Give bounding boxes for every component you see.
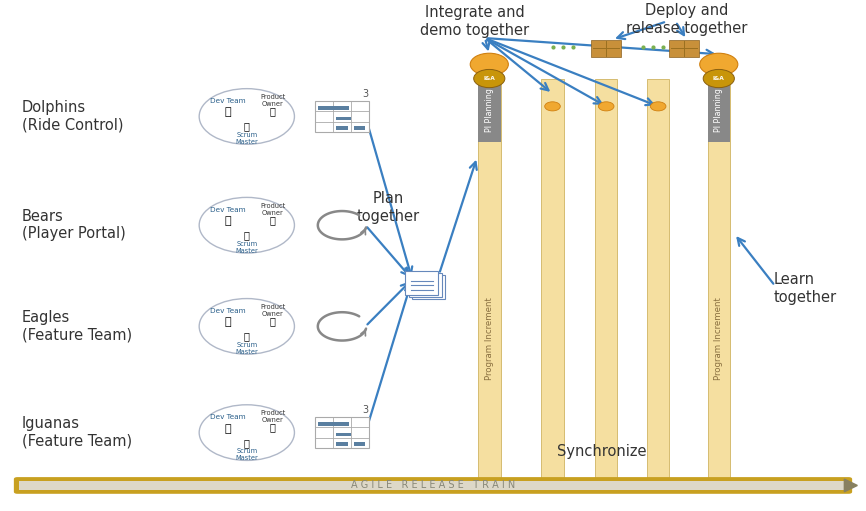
Text: Bears
(Player Portal): Bears (Player Portal)	[22, 209, 126, 241]
Circle shape	[545, 102, 560, 111]
Text: Deploy and
release together: Deploy and release together	[626, 3, 747, 36]
Text: Product
Owner: Product Owner	[260, 94, 286, 107]
Text: Scrum
Master: Scrum Master	[236, 448, 258, 461]
FancyBboxPatch shape	[353, 126, 365, 130]
Circle shape	[598, 102, 614, 111]
FancyBboxPatch shape	[336, 106, 349, 110]
Text: Dev Team: Dev Team	[210, 308, 246, 314]
FancyBboxPatch shape	[708, 79, 730, 478]
FancyBboxPatch shape	[409, 273, 442, 297]
FancyBboxPatch shape	[336, 117, 352, 120]
FancyBboxPatch shape	[336, 442, 348, 446]
Text: I&A: I&A	[483, 76, 495, 81]
FancyBboxPatch shape	[708, 79, 730, 142]
FancyBboxPatch shape	[669, 39, 699, 57]
Text: Dev Team: Dev Team	[210, 414, 246, 421]
Text: Product
Owner: Product Owner	[260, 304, 286, 317]
FancyBboxPatch shape	[336, 422, 349, 426]
Text: 👤: 👤	[270, 423, 275, 432]
Text: Iguanas
(Feature Team): Iguanas (Feature Team)	[22, 416, 132, 449]
Text: I&A: I&A	[713, 76, 725, 81]
Text: Plan
together: Plan together	[357, 191, 419, 224]
Text: 🧑: 🧑	[244, 230, 249, 240]
FancyBboxPatch shape	[336, 433, 352, 436]
Text: 3: 3	[362, 405, 368, 415]
Text: 🧑: 🧑	[244, 332, 249, 341]
Text: 👤: 👤	[270, 316, 275, 327]
Text: Scrum
Master: Scrum Master	[236, 132, 258, 145]
Text: Product
Owner: Product Owner	[260, 410, 286, 423]
Text: Dolphins
(Ride Control): Dolphins (Ride Control)	[22, 100, 123, 133]
Text: Dev Team: Dev Team	[210, 207, 246, 213]
Text: 👥: 👥	[224, 216, 231, 226]
FancyBboxPatch shape	[405, 271, 438, 295]
Text: Program Increment: Program Increment	[714, 297, 723, 380]
Text: 👥: 👥	[224, 317, 231, 328]
Circle shape	[470, 53, 508, 76]
Text: 🧑: 🧑	[244, 438, 249, 448]
Circle shape	[700, 53, 738, 76]
Text: Learn
together: Learn together	[773, 272, 837, 305]
Text: 👤: 👤	[270, 215, 275, 225]
Polygon shape	[844, 479, 857, 492]
Text: 👥: 👥	[224, 424, 231, 433]
FancyBboxPatch shape	[14, 477, 852, 494]
FancyBboxPatch shape	[595, 79, 617, 478]
FancyBboxPatch shape	[318, 422, 337, 426]
Text: Dev Team: Dev Team	[210, 98, 246, 104]
FancyBboxPatch shape	[19, 481, 847, 490]
Text: PI Planning: PI Planning	[714, 88, 723, 132]
Text: Eagles
(Feature Team): Eagles (Feature Team)	[22, 310, 132, 342]
Text: A G I L E   R E L E A S E   T R A I N: A G I L E R E L E A S E T R A I N	[351, 480, 515, 490]
FancyBboxPatch shape	[591, 39, 621, 57]
Text: 🧑: 🧑	[244, 122, 249, 131]
FancyBboxPatch shape	[647, 79, 669, 478]
FancyBboxPatch shape	[336, 126, 348, 130]
FancyBboxPatch shape	[315, 101, 369, 132]
FancyBboxPatch shape	[478, 79, 501, 478]
Text: PI Planning: PI Planning	[485, 88, 494, 132]
FancyBboxPatch shape	[318, 106, 337, 110]
FancyBboxPatch shape	[478, 79, 501, 142]
FancyBboxPatch shape	[412, 275, 445, 299]
Text: Product
Owner: Product Owner	[260, 202, 286, 216]
Text: Program Increment: Program Increment	[485, 297, 494, 380]
FancyBboxPatch shape	[353, 442, 365, 446]
FancyBboxPatch shape	[315, 417, 369, 448]
Text: 👥: 👥	[224, 107, 231, 118]
Text: Scrum
Master: Scrum Master	[236, 342, 258, 355]
Text: Integrate and
demo together: Integrate and demo together	[420, 5, 529, 38]
Circle shape	[703, 69, 734, 87]
Text: 👤: 👤	[270, 106, 275, 117]
Circle shape	[650, 102, 666, 111]
Text: Synchronize: Synchronize	[557, 444, 647, 459]
Text: Scrum
Master: Scrum Master	[236, 241, 258, 254]
Circle shape	[474, 69, 505, 87]
Text: 3: 3	[362, 89, 368, 99]
FancyBboxPatch shape	[541, 79, 564, 478]
